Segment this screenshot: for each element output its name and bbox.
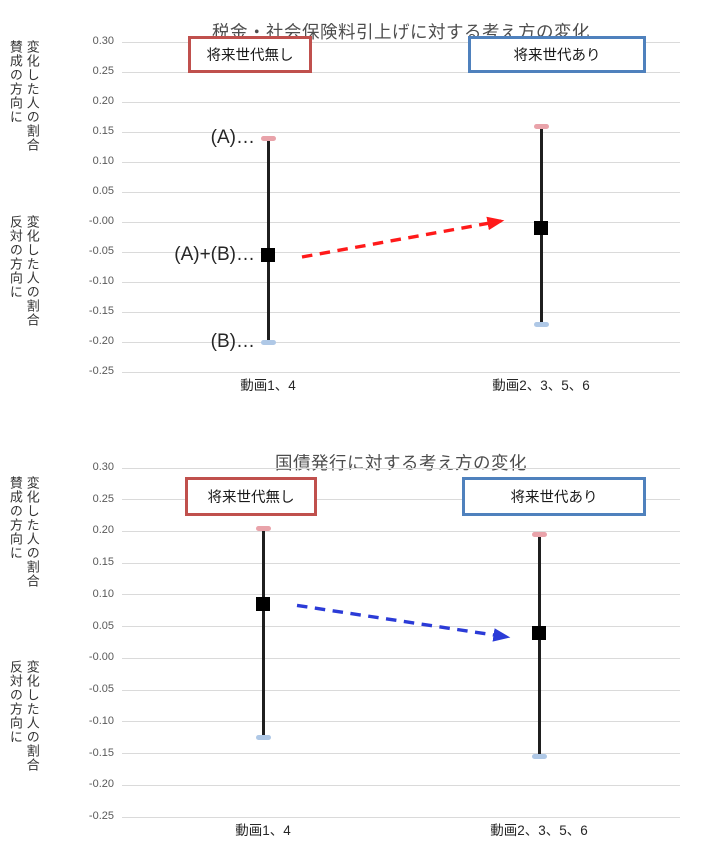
y-tick-label: -0.25 xyxy=(88,810,114,822)
y-tick-label: 0.10 xyxy=(92,587,114,600)
ci-upper-cap xyxy=(533,123,549,129)
ci-lower-cap xyxy=(533,321,549,327)
gridline xyxy=(122,311,680,313)
point-label: (A)… xyxy=(210,127,255,148)
y-axis-label-negative: 変化した人の割合 反対の方向に xyxy=(6,215,40,365)
y-tick-label: 0.20 xyxy=(92,524,114,537)
y-axis-label-line: 賛成の方向に xyxy=(7,40,23,124)
y-axis-label-line: 変化した人の割合 xyxy=(24,215,40,327)
gridline xyxy=(122,221,680,223)
y-tick-label: -0.15 xyxy=(88,305,114,317)
gridline xyxy=(122,341,680,343)
y-axis-label-line: 反対の方向に xyxy=(7,660,23,744)
y-axis-label-negative: 変化した人の割合 反対の方向に xyxy=(6,660,40,810)
ci-lower-cap xyxy=(531,754,547,760)
ci-lower-cap xyxy=(255,735,271,741)
x-category-label: 動画1、4 xyxy=(240,378,296,393)
y-tick-label: -0.15 xyxy=(88,746,114,759)
confidence-interval-bar xyxy=(537,534,541,757)
gridline xyxy=(122,626,680,628)
gridline xyxy=(122,191,680,193)
y-axis-label-line: 賛成の方向に xyxy=(7,476,23,560)
y-tick-label: 0.05 xyxy=(92,185,114,197)
gridline xyxy=(122,689,680,691)
point-label: (B)… xyxy=(210,331,255,352)
y-tick-label: 0.05 xyxy=(92,619,114,632)
gridline xyxy=(122,41,680,43)
y-tick-label: 0.10 xyxy=(92,155,114,167)
point-label: (A)+(B)… xyxy=(174,244,255,265)
ci-lower-cap xyxy=(260,339,276,345)
gridline xyxy=(122,530,680,532)
y-tick-label: 0.15 xyxy=(92,125,114,137)
ci-upper-cap xyxy=(255,525,271,531)
y-axis-label-line: 変化した人の割合 xyxy=(24,660,40,772)
y-axis-label-positive: 変化した人の割合 賛成の方向に xyxy=(6,476,40,616)
legend-with-future-generation: 将来世代あり xyxy=(462,477,646,516)
y-tick-label: -0.10 xyxy=(88,714,114,727)
y-axis-label-line: 反対の方向に xyxy=(7,215,23,299)
legend-no-future-generation: 将来世代無し xyxy=(185,477,317,516)
confidence-interval-bar xyxy=(261,528,265,738)
plot-area: 0.30 0.25 0.20 0.15 0.10 0.05 -0.00 -0.05 -0.10 -… xyxy=(0,0,707,425)
y-tick-label: -0.00 xyxy=(88,651,114,664)
gridline xyxy=(122,467,680,469)
legend-with-future-generation: 将来世代あり xyxy=(468,36,646,73)
gridline xyxy=(122,784,680,786)
chart-tax-insurance: 税金・社会保険料引上げに対する考え方の変化 変化した人の割合 賛成の方向に 変化… xyxy=(0,0,707,425)
ci-upper-cap xyxy=(260,135,276,141)
mean-marker xyxy=(256,597,270,612)
gridline xyxy=(122,371,680,373)
gridline xyxy=(122,161,680,163)
y-tick-label: -0.20 xyxy=(88,778,114,791)
x-category-label: 動画2、3、5、6 xyxy=(492,378,590,393)
gridline xyxy=(122,721,680,723)
gridline xyxy=(122,499,680,501)
y-tick-label: -0.00 xyxy=(88,215,114,227)
x-category-label: 動画2、3、5、6 xyxy=(490,823,588,838)
gridline xyxy=(122,101,680,103)
gridline xyxy=(122,281,680,283)
ci-upper-cap xyxy=(531,532,547,538)
y-axis-label-positive: 変化した人の割合 賛成の方向に xyxy=(6,40,40,180)
y-tick-label: 0.25 xyxy=(92,65,114,77)
mean-marker xyxy=(532,625,546,640)
y-tick-label: 0.30 xyxy=(92,35,114,47)
y-axis-label-line: 変化した人の割合 xyxy=(24,40,40,152)
mean-marker xyxy=(261,248,275,262)
mean-marker xyxy=(534,221,548,235)
y-tick-label: -0.05 xyxy=(88,245,114,257)
y-tick-label: -0.25 xyxy=(88,365,114,377)
y-tick-label: 0.25 xyxy=(92,492,114,505)
confidence-interval-bar xyxy=(266,138,270,342)
y-axis-label-line: 変化した人の割合 xyxy=(24,476,40,588)
y-tick-label: -0.20 xyxy=(88,335,114,347)
gridline xyxy=(122,753,680,755)
y-tick-label: -0.10 xyxy=(88,275,114,287)
gridline xyxy=(122,71,680,73)
gridline xyxy=(122,594,680,596)
y-tick-label: 0.30 xyxy=(92,461,114,473)
gridline xyxy=(122,816,680,818)
gridline xyxy=(122,562,680,564)
gridline xyxy=(122,657,680,659)
x-category-label: 動画1、4 xyxy=(235,823,291,838)
y-tick-label: 0.15 xyxy=(92,556,114,569)
y-tick-label: -0.05 xyxy=(88,683,114,696)
gridline xyxy=(122,131,680,133)
plot-area: 0.30 0.25 0.20 0.15 0.10 0.05 -0.00 -0.05 -0.10 -… xyxy=(0,427,707,852)
chart-gov-bonds: 国債発行に対する考え方の変化 変化した人の割合 賛成の方向に 変化した人の割合 … xyxy=(0,427,707,852)
y-tick-label: 0.20 xyxy=(92,95,114,107)
legend-no-future-generation: 将来世代無し xyxy=(188,36,312,73)
